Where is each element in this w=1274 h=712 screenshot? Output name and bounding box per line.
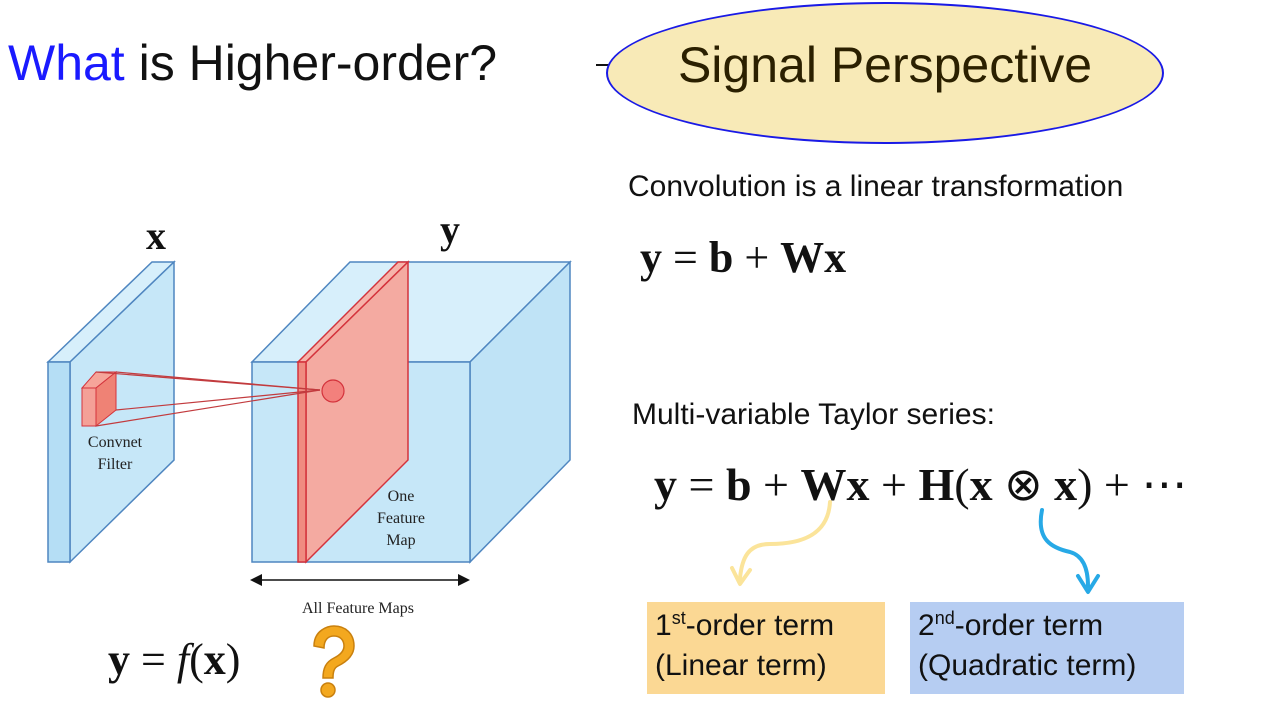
feature-map-label: One Feature Map	[356, 486, 446, 552]
question-mark-icon	[313, 625, 355, 698]
second-order-line2: (Quadratic term)	[918, 649, 1137, 682]
slide-title: What is Higher-order?	[8, 38, 497, 88]
perspective-ellipse	[606, 2, 1164, 144]
first-order-term-box: 1st-order term (Linear term)	[647, 602, 885, 694]
taylor-text: Multi-variable Taylor series:	[632, 398, 995, 431]
feature-map-line3: Map	[386, 532, 416, 549]
term-arrows	[730, 500, 1100, 594]
feature-map-line1: One	[387, 488, 415, 505]
feature-map-line2: Feature	[377, 510, 425, 527]
convnet-filter-cube	[80, 370, 118, 428]
first-order-arrow-icon	[730, 500, 832, 586]
second-order-sup: nd	[934, 608, 955, 628]
input-x-label: x	[146, 213, 166, 258]
function-equation: y = f(x)	[108, 635, 241, 684]
projection-lines	[95, 371, 321, 427]
feature-map-slice	[296, 260, 410, 564]
title-rest: is Higher-order?	[124, 35, 498, 91]
second-order-term-box: 2nd-order term (Quadratic term)	[910, 602, 1184, 694]
output-y-label: y	[440, 207, 460, 252]
linear-equation: y = b + Wx	[640, 233, 847, 282]
first-order-text: -order term	[685, 609, 835, 642]
perspective-text: Signal Perspective	[677, 37, 1093, 93]
filter-label-line1: Convnet	[87, 434, 143, 451]
input-volume	[46, 260, 176, 564]
first-order-line1: 1st-order term	[655, 608, 835, 642]
second-order-line1: 2nd-order term	[918, 608, 1104, 642]
second-order-text: -order term	[954, 609, 1104, 642]
convolution-text: Convolution is a linear transformation	[628, 170, 1124, 203]
title-highlight: What	[8, 35, 125, 91]
all-maps-arrow	[250, 574, 470, 586]
second-order-arrow-icon	[1038, 508, 1100, 594]
filter-label: Convnet Filter	[72, 432, 158, 476]
taylor-equation: y = b + Wx + H(x ⊗ x) + ⋯	[654, 459, 1188, 510]
all-maps-label: All Feature Maps	[302, 600, 414, 617]
output-neuron	[321, 379, 345, 403]
convnet-diagram	[46, 260, 572, 586]
first-order-line2: (Linear term)	[655, 649, 827, 682]
first-order-sup: st	[671, 608, 686, 628]
filter-label-line2: Filter	[97, 456, 133, 473]
